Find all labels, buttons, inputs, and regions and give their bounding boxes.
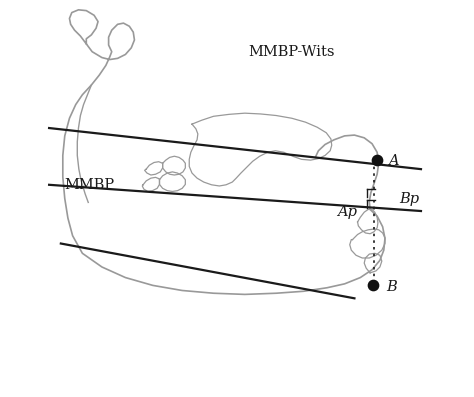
Text: MMBP-Wits: MMBP-Wits bbox=[249, 45, 335, 59]
Text: MMBP: MMBP bbox=[65, 178, 115, 192]
Text: Bp: Bp bbox=[400, 191, 419, 206]
Text: Ap: Ap bbox=[337, 205, 357, 219]
Text: A: A bbox=[388, 154, 398, 168]
Text: B: B bbox=[386, 279, 396, 293]
Point bbox=[369, 282, 377, 289]
Point bbox=[374, 157, 381, 163]
